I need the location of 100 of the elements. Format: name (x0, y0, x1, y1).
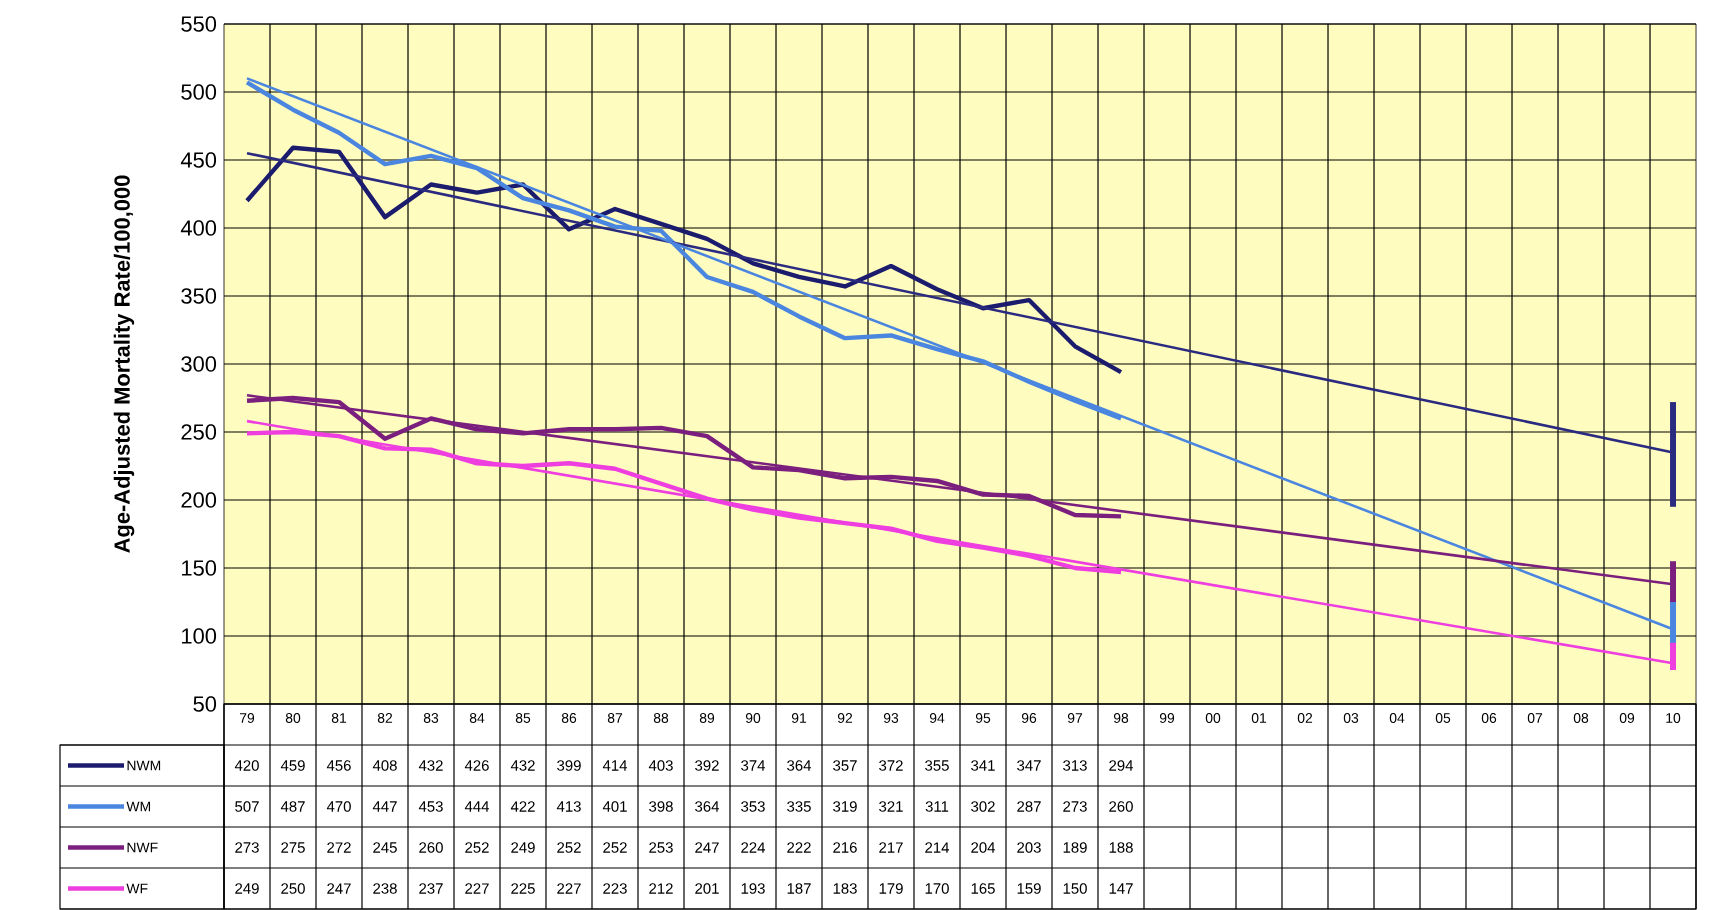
data-label: 183 (833, 883, 857, 894)
data-label: 223 (603, 883, 627, 894)
y-tick-label: 500 (181, 84, 217, 100)
x-tick-label: 95 (975, 713, 991, 723)
data-label: 252 (557, 842, 581, 853)
data-label: 275 (281, 842, 305, 853)
x-tick-label: 80 (285, 713, 301, 723)
data-label: 216 (833, 842, 857, 853)
x-tick-label: 94 (929, 713, 945, 723)
x-tick-label: 04 (1389, 713, 1405, 723)
data-label: 253 (649, 842, 673, 853)
x-tick-label: 05 (1435, 713, 1451, 723)
data-label: 238 (373, 883, 397, 894)
data-label: 147 (1109, 883, 1133, 894)
data-label: 408 (372, 760, 397, 771)
x-tick-label: 83 (423, 713, 439, 723)
x-tick-label: 85 (515, 713, 531, 723)
data-label: 313 (1063, 760, 1087, 771)
data-label: 201 (695, 883, 719, 894)
data-label: 447 (372, 801, 397, 812)
y-tick-label: 400 (180, 220, 217, 236)
y-tick-label: 50 (193, 696, 217, 712)
data-label: 399 (557, 760, 581, 771)
x-tick-label: 79 (239, 713, 255, 723)
x-tick-label: 99 (1159, 713, 1175, 723)
x-tick-label: 90 (745, 713, 761, 723)
data-label: 302 (971, 801, 995, 812)
y-tick-label: 300 (181, 356, 217, 372)
data-label: 272 (327, 842, 351, 853)
data-label: 249 (235, 883, 259, 894)
x-tick-label: 98 (1113, 713, 1129, 723)
data-label: 357 (833, 760, 857, 771)
data-label: 321 (879, 801, 903, 812)
data-label: 347 (1017, 760, 1041, 771)
data-label: 444 (464, 801, 490, 812)
x-tick-label: 02 (1297, 713, 1313, 723)
data-label: 287 (1017, 801, 1041, 812)
data-label: 422 (510, 801, 535, 812)
data-label: 203 (1017, 842, 1041, 853)
data-label: 159 (1017, 883, 1041, 894)
data-label: 217 (879, 842, 903, 853)
data-label: 319 (833, 801, 857, 812)
data-label: 453 (418, 801, 443, 812)
data-label: 227 (557, 883, 581, 894)
data-label: 392 (695, 760, 719, 771)
x-tick-label: 09 (1619, 713, 1635, 723)
data-label: 353 (741, 801, 765, 812)
x-tick-label: 88 (653, 713, 669, 723)
data-label: 222 (787, 842, 811, 853)
data-label: 260 (419, 842, 443, 853)
y-axis-title: Age-Adjusted Mortality Rate/100,000 (113, 175, 135, 553)
data-label: 187 (787, 883, 811, 894)
data-label: 227 (465, 883, 489, 894)
data-label: 247 (695, 842, 719, 853)
data-label: 456 (326, 760, 351, 771)
data-label: 247 (327, 883, 351, 894)
data-label: 179 (879, 883, 903, 894)
data-label: 188 (1109, 842, 1133, 853)
x-tick-label: 86 (561, 713, 577, 723)
data-label: 170 (925, 883, 949, 894)
data-label: 165 (971, 883, 995, 894)
data-label: 341 (971, 760, 995, 771)
data-label: 273 (235, 842, 259, 853)
x-tick-label: 97 (1067, 713, 1083, 723)
data-label: 426 (464, 760, 489, 771)
y-tick-label: 100 (182, 628, 217, 644)
data-label: 432 (418, 760, 443, 771)
data-label: 364 (695, 801, 720, 812)
data-label: 294 (1109, 760, 1134, 771)
data-label: 225 (511, 883, 535, 894)
data-label: 250 (281, 883, 305, 894)
x-tick-label: 06 (1481, 713, 1497, 723)
x-tick-label: 01 (1251, 713, 1267, 723)
x-tick-label: 92 (837, 713, 853, 723)
x-tick-label: 96 (1021, 713, 1037, 723)
data-label: 414 (602, 760, 628, 771)
legend-label: NWM (127, 760, 161, 771)
x-tick-label: 89 (699, 713, 715, 723)
y-tick-label: 150 (182, 560, 217, 576)
data-label: 193 (741, 883, 765, 894)
x-tick-label: 08 (1573, 713, 1589, 723)
data-label: 470 (326, 801, 351, 812)
y-tick-label: 200 (181, 492, 217, 508)
data-label: 245 (373, 842, 397, 853)
x-tick-label: 93 (883, 713, 899, 723)
x-tick-label: 07 (1527, 713, 1543, 723)
data-label: 212 (649, 883, 673, 894)
data-label: 432 (510, 760, 535, 771)
data-label: 487 (280, 801, 305, 812)
data-label: 260 (1109, 801, 1133, 812)
legend-label: WF (126, 883, 148, 894)
x-tick-label: 87 (607, 713, 623, 723)
data-label: 204 (971, 842, 996, 853)
data-label: 249 (511, 842, 535, 853)
legend-label: WM (126, 801, 151, 812)
data-label: 364 (787, 760, 812, 771)
x-tick-label: 03 (1343, 713, 1359, 723)
data-label: 372 (879, 760, 903, 771)
data-label: 237 (419, 883, 443, 894)
y-tick-label: 350 (181, 288, 217, 304)
